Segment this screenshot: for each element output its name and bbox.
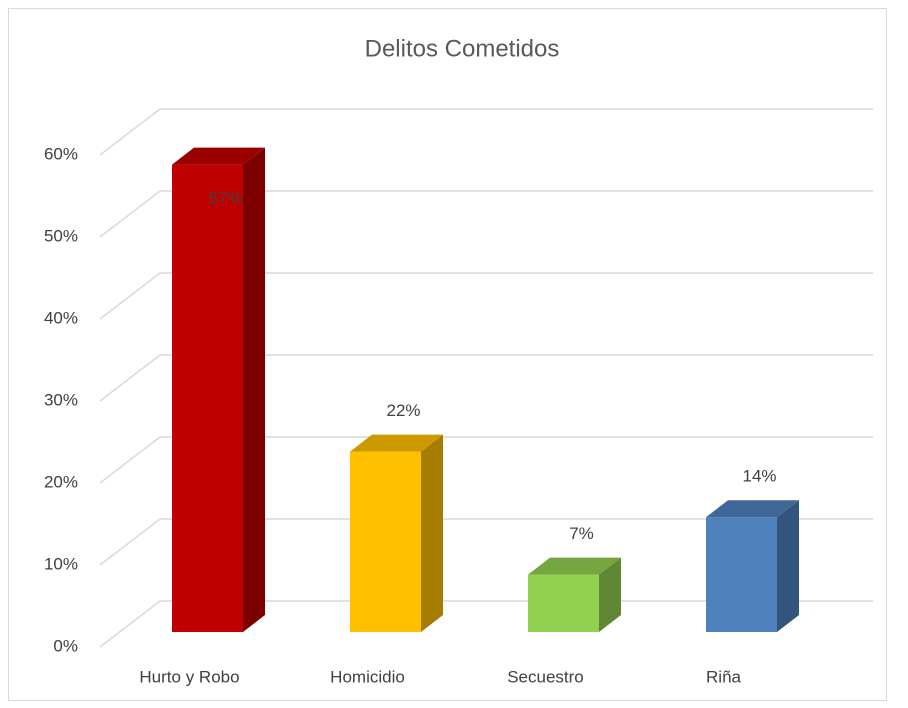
y-tick-label: 40%	[44, 308, 78, 327]
x-tick-label: Secuestro	[507, 667, 584, 686]
x-tick-label: Hurto y Robo	[139, 667, 239, 686]
grid-line	[99, 354, 161, 402]
bar-top	[172, 147, 265, 165]
y-tick-label: 10%	[44, 554, 78, 573]
bar-top	[350, 434, 443, 452]
grid-line	[99, 600, 161, 648]
data-label: 14%	[742, 467, 776, 486]
data-label: 57%	[208, 189, 242, 208]
y-tick-label: 60%	[44, 144, 78, 163]
bar	[706, 517, 777, 632]
grid-line	[99, 518, 161, 566]
bar	[350, 451, 421, 632]
x-tick-label: Homicidio	[330, 667, 405, 686]
bar-top	[706, 500, 799, 518]
bar-top	[528, 557, 621, 575]
grid-line	[99, 108, 161, 156]
chart-title: Delitos Cometidos	[365, 35, 560, 62]
bar-side	[243, 147, 265, 632]
data-label: 22%	[386, 401, 420, 420]
grid-line	[99, 272, 161, 320]
x-tick-label: Riña	[706, 667, 742, 686]
bar-side	[421, 434, 443, 632]
y-tick-label: 0%	[53, 636, 78, 655]
bar	[172, 164, 243, 632]
data-label: 7%	[569, 524, 594, 543]
bar	[528, 574, 599, 632]
y-tick-label: 20%	[44, 472, 78, 491]
y-tick-label: 50%	[44, 226, 78, 245]
y-tick-label: 30%	[44, 390, 78, 409]
bar-side	[777, 500, 799, 632]
grid-line	[99, 436, 161, 484]
grid-line	[99, 190, 161, 238]
bar-side	[599, 557, 621, 632]
